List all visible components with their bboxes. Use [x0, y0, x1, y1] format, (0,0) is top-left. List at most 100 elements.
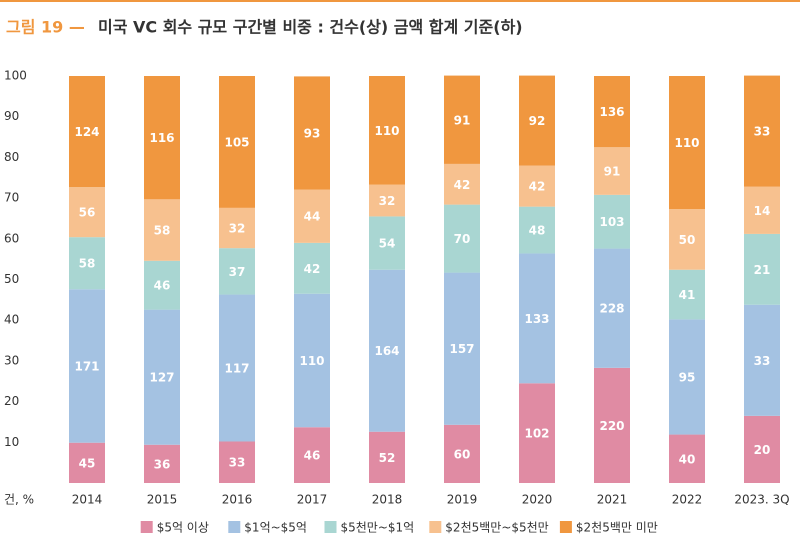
bar-segment — [744, 75, 780, 187]
data-label: 50 — [679, 233, 696, 247]
y-tick-label: 10 — [4, 435, 19, 449]
data-label: 116 — [149, 131, 174, 145]
bar-segment — [69, 289, 105, 443]
data-label: 33 — [229, 456, 246, 470]
bar-segment — [294, 293, 330, 428]
legend-swatch — [324, 521, 337, 533]
data-label: 164 — [374, 344, 399, 358]
bar-segment — [369, 269, 405, 432]
data-label: 37 — [229, 265, 246, 279]
y-tick-label: 90 — [4, 109, 19, 123]
bar-segment — [369, 216, 405, 270]
data-label: 110 — [374, 124, 399, 138]
x-tick-label: 2020 — [522, 493, 553, 507]
bar-segment — [594, 248, 630, 368]
data-label: 33 — [754, 354, 771, 368]
legend-swatch — [429, 521, 442, 533]
bar-segment — [669, 209, 705, 270]
bar-segment — [594, 194, 630, 249]
data-label: 46 — [304, 449, 321, 463]
data-label: 117 — [224, 362, 249, 376]
bar-segment — [444, 204, 480, 273]
data-label: 92 — [529, 114, 546, 128]
data-label: 42 — [529, 180, 546, 194]
y-tick-label: 100 — [4, 69, 27, 83]
data-label: 103 — [599, 215, 624, 229]
bar-segment — [69, 187, 105, 238]
legend-label: $2천5백만 미만 — [576, 520, 658, 535]
bar-segment — [144, 76, 180, 200]
x-tick-label: 2014 — [72, 493, 103, 507]
data-label: 124 — [74, 125, 99, 139]
data-label: 93 — [304, 126, 321, 140]
legend-label: $2천5백만~$5천만 — [445, 520, 548, 535]
figure-label: 그림 19 — — [6, 18, 85, 37]
bar-segment — [219, 441, 255, 483]
legend-swatch — [140, 521, 153, 533]
bar-segment — [294, 242, 330, 294]
bar-segment — [69, 442, 105, 483]
data-label: 58 — [154, 224, 171, 238]
y-tick-label: 60 — [4, 231, 19, 245]
data-label: 136 — [599, 105, 624, 119]
legend-label: $1억~$5억 — [244, 521, 307, 535]
y-tick-label: 40 — [4, 313, 19, 327]
bar-segment — [744, 186, 780, 234]
data-label: 44 — [304, 210, 321, 224]
bar-segment — [219, 76, 255, 208]
bar-segment — [369, 76, 405, 185]
x-tick-label: 2023. 3Q — [734, 493, 789, 507]
data-label: 91 — [604, 165, 621, 179]
x-tick-label: 2021 — [597, 493, 628, 507]
bar-segment — [669, 269, 705, 320]
data-label: 40 — [679, 452, 696, 466]
data-label: 58 — [79, 257, 96, 271]
bar-segment — [444, 163, 480, 205]
legend-swatch — [228, 521, 241, 533]
data-label: 32 — [379, 194, 396, 208]
bar-segment — [69, 237, 105, 290]
x-tick-label: 2016 — [222, 493, 253, 507]
bar-segment — [519, 165, 555, 207]
data-label: 52 — [379, 451, 396, 465]
y-tick-label: 70 — [4, 191, 19, 205]
bar-segment — [369, 184, 405, 217]
bar-segment — [444, 75, 480, 164]
data-label: 133 — [524, 312, 549, 326]
data-label: 220 — [599, 419, 624, 433]
data-label: 110 — [299, 354, 324, 368]
data-label: 33 — [754, 125, 771, 139]
y-tick-label: 50 — [4, 272, 19, 286]
bar-segment — [219, 207, 255, 249]
y-tick-label: 20 — [4, 394, 19, 408]
bar-segment — [144, 199, 180, 261]
bar-segment — [594, 147, 630, 195]
x-tick-label: 2019 — [447, 493, 478, 507]
data-label: 46 — [154, 279, 171, 293]
data-label: 56 — [79, 206, 96, 220]
data-label: 60 — [454, 447, 471, 461]
data-label: 41 — [679, 288, 696, 302]
bar-segment — [744, 304, 780, 416]
y-tick-label: 30 — [4, 353, 19, 367]
data-label: 70 — [454, 232, 471, 246]
data-label: 54 — [379, 237, 396, 251]
legend-label: $5억 이상 — [157, 521, 209, 535]
data-label: 45 — [79, 456, 96, 470]
x-tick-label: 2022 — [672, 493, 703, 507]
data-label: 127 — [149, 371, 174, 385]
x-tick-label: 2015 — [147, 493, 178, 507]
bar-segment — [744, 233, 780, 305]
bar-segment — [294, 76, 330, 190]
bar-segment — [69, 76, 105, 188]
bar-segment — [444, 424, 480, 483]
bar-segment — [519, 75, 555, 166]
bar-segment — [144, 309, 180, 445]
data-label: 105 — [224, 135, 249, 149]
data-label: 171 — [74, 359, 99, 373]
data-label: 42 — [454, 178, 471, 192]
bar-segment — [669, 76, 705, 210]
data-label: 228 — [599, 302, 624, 316]
bar-segment — [294, 427, 330, 483]
bar-segment — [669, 434, 705, 483]
